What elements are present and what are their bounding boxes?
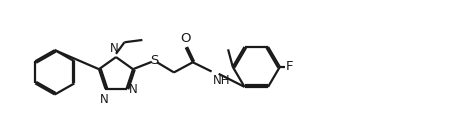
Text: N: N xyxy=(100,93,109,106)
Text: N: N xyxy=(110,42,119,55)
Text: N: N xyxy=(129,83,138,96)
Text: F: F xyxy=(286,60,293,73)
Text: NH: NH xyxy=(213,74,230,87)
Text: S: S xyxy=(150,54,159,67)
Text: O: O xyxy=(180,32,191,45)
